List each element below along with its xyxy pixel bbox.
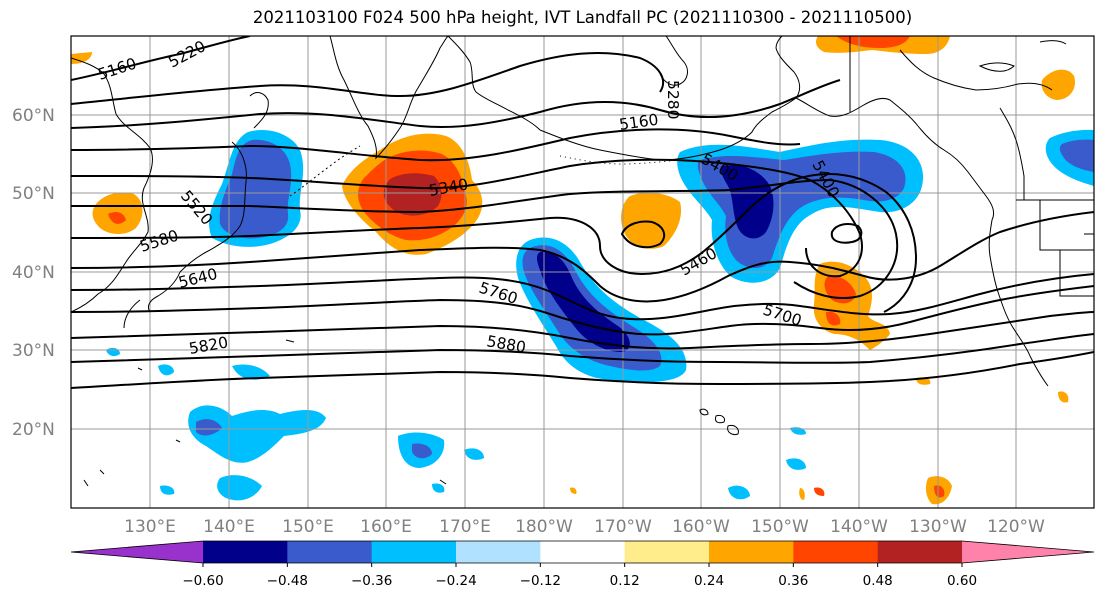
colorbar-tick-label: −0.12 xyxy=(520,573,561,589)
lon-label: 160°W xyxy=(672,517,730,537)
colorbar-segment xyxy=(371,541,457,563)
lat-label-40n: 40°N xyxy=(12,263,55,283)
lon-label: 130°E xyxy=(124,517,176,537)
colorbar-tick-label: 0.24 xyxy=(694,573,724,589)
longitude-labels: 130°E 140°E 150°E 160°E 170°E 180°W 170°… xyxy=(124,517,1045,537)
lon-label: 160°E xyxy=(360,517,412,537)
lon-label: 140°W xyxy=(830,517,888,537)
colorbar-segment xyxy=(793,541,879,563)
contour-label: 5160 xyxy=(618,111,660,134)
colorbar-segment xyxy=(203,541,288,563)
lon-label: 120°W xyxy=(987,517,1045,537)
height-contours xyxy=(71,36,1094,389)
colorbar-extend-low xyxy=(71,541,203,563)
lon-label: 130°W xyxy=(909,517,967,537)
contour-label: 5280 xyxy=(664,80,682,119)
map-panel: 5160 5220 5520 5580 5640 5820 5340 5760 … xyxy=(70,35,1095,509)
lat-label-30n: 30°N xyxy=(12,341,55,361)
lat-label-20n: 20°N xyxy=(12,420,55,440)
colorbar-tick-label: 0.12 xyxy=(610,573,640,589)
ivt-negative-shading xyxy=(106,129,1094,501)
colorbar-segments xyxy=(70,540,1095,564)
map-frame xyxy=(70,35,1095,509)
colorbar-extend-high xyxy=(962,541,1094,563)
lon-label: 150°W xyxy=(751,517,809,537)
lon-label: 170°E xyxy=(439,517,491,537)
colorbar: −0.60 −0.48 −0.36 −0.24 −0.12 0.12 0.24 0.36 0.4… xyxy=(70,540,1095,589)
lon-label: 140°E xyxy=(203,517,255,537)
lon-label: 150°E xyxy=(282,517,334,537)
lon-label: 170°W xyxy=(594,517,652,537)
colorbar-segment xyxy=(624,541,710,563)
colorbar-segment xyxy=(456,541,541,563)
lat-label-60n: 60°N xyxy=(12,106,55,126)
lat-label-50n: 50°N xyxy=(12,184,55,204)
colorbar-segment xyxy=(540,541,626,563)
colorbar-ticks: −0.60 −0.48 −0.36 −0.24 −0.12 0.12 0.24 0.36 0.4… xyxy=(182,563,977,589)
latitude-labels: 60°N 50°N 40°N 30°N 20°N xyxy=(12,106,55,440)
colorbar-tick-label: 0.60 xyxy=(947,573,977,589)
colorbar-segment xyxy=(287,541,373,563)
colorbar-segment xyxy=(709,541,794,563)
lon-label: 180°W xyxy=(515,517,573,537)
colorbar-tick-label: 0.48 xyxy=(863,573,893,589)
colorbar-tick-label: −0.24 xyxy=(435,573,476,589)
colorbar-tick-label: −0.60 xyxy=(182,573,223,589)
colorbar-tick-label: −0.36 xyxy=(351,573,392,589)
coastlines xyxy=(71,36,1094,487)
colorbar-segment xyxy=(877,541,963,563)
map-title: 2021103100 F024 500 hPa height, IVT Land… xyxy=(252,8,913,27)
colorbar-tick-label: 0.36 xyxy=(778,573,808,589)
colorbar-tick-label: −0.48 xyxy=(267,573,308,589)
